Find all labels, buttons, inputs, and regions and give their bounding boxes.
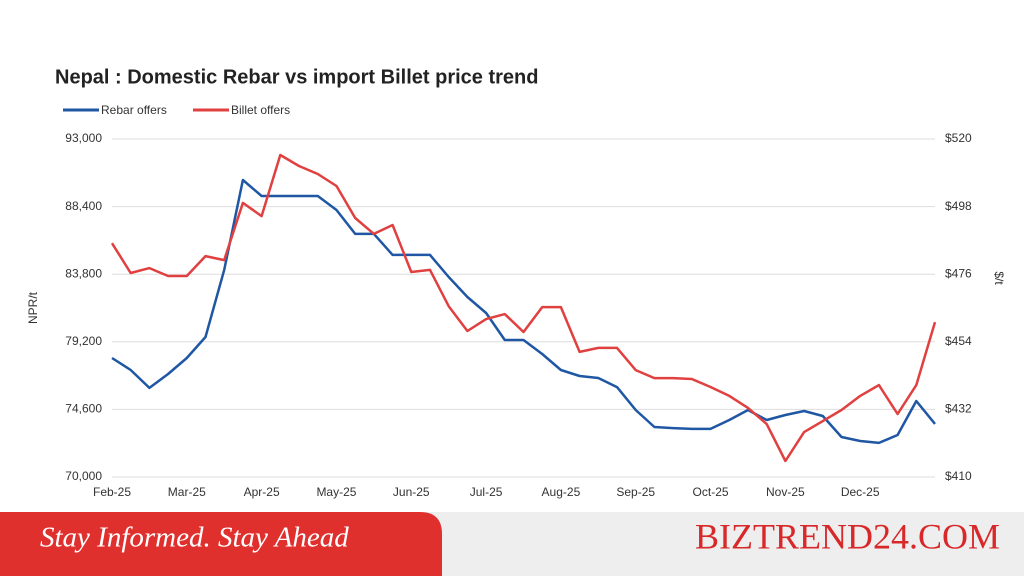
legend-label: Billet offers [231, 103, 290, 117]
banner-brand: BIZTREND24.COM [695, 516, 1000, 556]
banner-tagline: Stay Informed. Stay Ahead [40, 522, 349, 554]
x-tick-label: Dec-25 [841, 485, 880, 499]
chart-title: Nepal : Domestic Rebar vs import Billet … [55, 66, 538, 88]
y2-axis-label: $/t [992, 271, 1006, 285]
y2-tick-label: $476 [945, 266, 972, 280]
y-tick-label: 79,200 [65, 334, 102, 348]
y-axis-label: NPR/t [26, 291, 40, 324]
y2-tick-label: $432 [945, 402, 972, 416]
x-tick-label: Apr-25 [244, 485, 280, 499]
legend-label: Rebar offers [101, 103, 167, 117]
y2-tick-label: $498 [945, 199, 972, 213]
x-tick-label: Nov-25 [766, 485, 805, 499]
banner-tag [0, 512, 442, 576]
series-line [111, 178, 936, 445]
y-tick-label: 93,000 [65, 131, 102, 145]
y-tick-label: 74,600 [65, 402, 102, 416]
x-tick-label: Aug-25 [542, 485, 581, 499]
x-tick-label: Sep-25 [616, 485, 655, 499]
y2-tick-label: $454 [945, 334, 972, 348]
x-tick-label: May-25 [316, 485, 356, 499]
x-tick-label: Jun-25 [393, 485, 430, 499]
y-tick-label: 70,000 [65, 469, 102, 483]
y2-tick-label: $520 [945, 131, 972, 145]
x-tick-label: Oct-25 [693, 485, 729, 499]
y2-tick-label: $410 [945, 469, 972, 483]
y-tick-label: 83,800 [65, 266, 102, 280]
x-tick-label: Jul-25 [470, 485, 503, 499]
x-tick-label: Feb-25 [93, 485, 131, 499]
x-tick-label: Mar-25 [168, 485, 206, 499]
y-tick-label: 88,400 [65, 199, 102, 213]
series-line [110, 153, 937, 463]
